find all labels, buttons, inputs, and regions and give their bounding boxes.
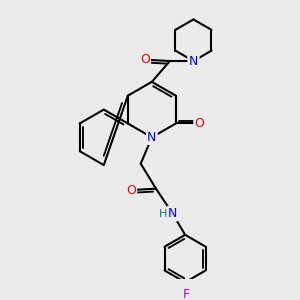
Text: N: N bbox=[189, 55, 198, 68]
Text: O: O bbox=[194, 117, 204, 130]
Text: H: H bbox=[159, 208, 167, 219]
Text: O: O bbox=[140, 53, 150, 66]
Text: F: F bbox=[183, 288, 190, 300]
Text: O: O bbox=[126, 184, 136, 196]
Text: N: N bbox=[147, 131, 157, 144]
Text: N: N bbox=[189, 55, 198, 68]
Text: N: N bbox=[168, 207, 177, 220]
